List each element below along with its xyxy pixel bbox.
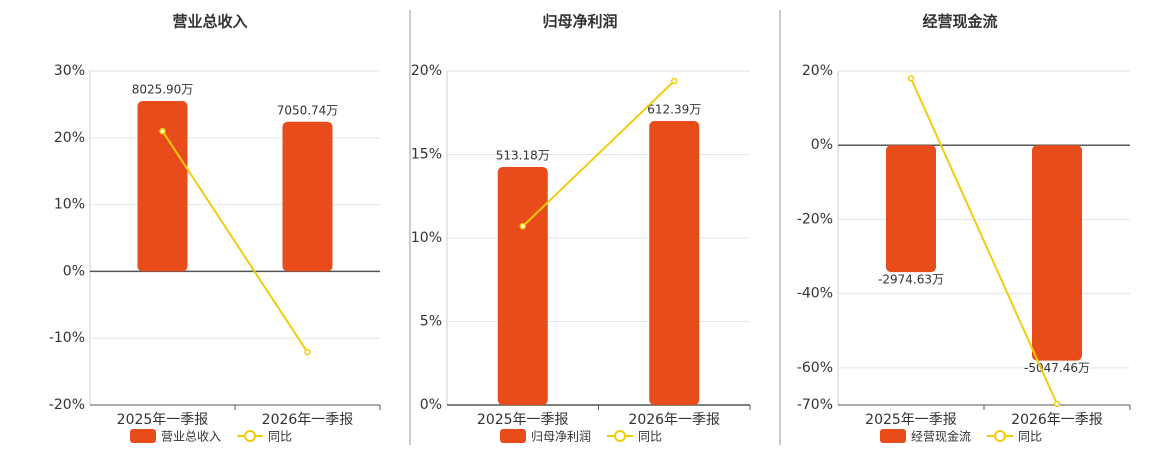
y-tick-label: -20% [49, 397, 85, 413]
line-point [304, 348, 311, 356]
y-tick-label: 20% [411, 63, 442, 79]
line-point [1053, 400, 1061, 408]
x-tick-label: 2025年一季报 [477, 412, 569, 428]
legend-label: 同比 [638, 430, 662, 444]
line [522, 80, 675, 228]
value-label: -2974.63万 [878, 273, 944, 287]
y-tick-label: -40% [797, 286, 833, 302]
y-tick-label: 10% [411, 230, 442, 246]
y-tick-label: 10% [54, 197, 85, 213]
y-tick-label: 0% [811, 137, 833, 153]
x-tick-label: 2026年一季报 [1011, 412, 1103, 428]
line [910, 78, 1058, 405]
legend-swatch [130, 429, 156, 443]
legend-swatch [880, 429, 906, 443]
legend-marker [244, 430, 257, 442]
y-tick-label: -10% [49, 330, 85, 346]
bar [1032, 145, 1082, 361]
y-tick-label: 5% [420, 314, 442, 330]
bar [886, 145, 936, 273]
line-point [159, 127, 166, 135]
y-tick-label: 15% [411, 147, 442, 163]
line-point [519, 223, 526, 230]
legend-marker [994, 430, 1007, 442]
bar [137, 101, 188, 272]
y-tick-label: 0% [63, 263, 85, 279]
value-label: 8025.90万 [132, 83, 194, 97]
value-label: 513.18万 [496, 149, 550, 163]
chart-title: 经营现金流 [922, 13, 997, 31]
bar [282, 121, 333, 272]
y-tick-label: 20% [802, 63, 833, 79]
y-tick-label: -60% [797, 360, 833, 376]
legend-marker [614, 430, 627, 442]
chart-title: 营业总收入 [172, 13, 247, 31]
legend-swatch [500, 429, 526, 443]
y-tick-label: 30% [54, 63, 85, 79]
legend-label: 营业总收入 [161, 430, 221, 444]
line-point [671, 77, 678, 85]
y-tick-label: -70% [797, 397, 833, 413]
y-tick-label: 20% [54, 130, 85, 146]
x-tick-label: 2025年一季报 [117, 412, 209, 428]
y-tick-label: 0% [420, 397, 442, 413]
x-tick-label: 2026年一季报 [262, 412, 354, 428]
value-label: 612.39万 [647, 102, 701, 116]
y-tick-label: -20% [797, 211, 833, 227]
value-label: 7050.74万 [277, 103, 339, 117]
bar [497, 167, 548, 405]
legend-label: 同比 [1018, 430, 1042, 444]
bar [649, 120, 700, 405]
legend-label: 同比 [268, 430, 292, 444]
chart-title: 归母净利润 [542, 13, 617, 31]
value-label: -5047.46万 [1024, 361, 1090, 375]
x-tick-label: 2026年一季报 [628, 412, 720, 428]
legend-label: 经营现金流 [911, 429, 971, 444]
x-tick-label: 2025年一季报 [865, 412, 957, 428]
line-point [907, 75, 915, 82]
legend-label: 归母净利润 [531, 430, 591, 444]
line [161, 130, 309, 353]
